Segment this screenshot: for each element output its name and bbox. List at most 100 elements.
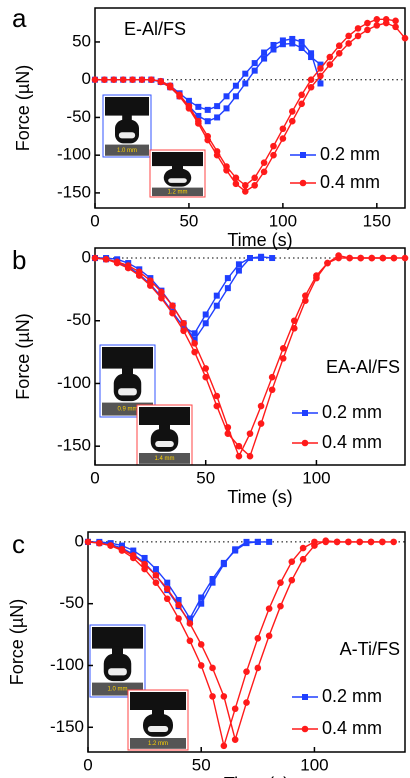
marker (401, 254, 409, 262)
marker (213, 302, 220, 309)
inset-drop (103, 653, 132, 682)
plot-frame (94, 247, 406, 466)
x-tick-label: 100 (300, 755, 328, 774)
marker (247, 255, 253, 262)
marker (279, 37, 286, 44)
marker (302, 297, 309, 304)
marker (254, 538, 261, 545)
marker (379, 538, 386, 546)
marker (135, 272, 143, 279)
inset-drop (163, 168, 192, 187)
inset: 1.2 mm (149, 149, 206, 198)
marker (261, 49, 268, 56)
marker (290, 324, 298, 332)
annotation: E-Al/FS (124, 19, 186, 39)
marker (251, 182, 258, 189)
marker (390, 538, 397, 546)
marker (298, 38, 305, 45)
legend-label: 0.2 mm (322, 402, 382, 422)
legend-label: 0.4 mm (322, 432, 382, 452)
marker (242, 182, 249, 189)
marker (191, 336, 198, 343)
marker (265, 605, 273, 612)
legend-marker (301, 725, 309, 733)
inset-drop (150, 429, 179, 452)
marker (243, 668, 250, 675)
marker (254, 664, 262, 672)
marker (299, 544, 307, 552)
marker (288, 558, 296, 565)
x-tick-label: 0 (90, 211, 99, 230)
marker (175, 601, 182, 609)
marker (270, 46, 277, 53)
y-tick-label: -50 (66, 310, 91, 329)
marker (317, 65, 324, 72)
marker (231, 705, 239, 713)
marker (141, 565, 148, 573)
marker (279, 345, 287, 352)
marker (246, 452, 254, 460)
marker (209, 693, 216, 700)
marker (289, 40, 296, 47)
marker (224, 285, 231, 292)
marker (175, 596, 182, 603)
marker (322, 537, 330, 544)
inset-scale: 1.2 mm (148, 741, 168, 747)
marker (235, 442, 243, 450)
inset-drop (113, 373, 142, 402)
marker (298, 45, 305, 51)
marker (268, 386, 276, 394)
inset-bubble (155, 441, 174, 447)
y-tick-label: 0 (82, 248, 91, 267)
marker (102, 255, 110, 263)
annotation: A-Ti/FS (340, 639, 400, 659)
marker (258, 255, 265, 262)
marker (373, 16, 381, 23)
y-tick-label: -150 (57, 436, 91, 455)
inset-neck (122, 113, 132, 122)
marker (204, 136, 212, 144)
marker (289, 35, 296, 42)
marker (326, 53, 334, 61)
marker (308, 50, 315, 57)
x-tick-label: 0 (90, 468, 99, 487)
marker (354, 32, 362, 40)
y-tick-label: 0 (82, 69, 91, 88)
y-tick-label: -100 (57, 373, 91, 392)
marker (191, 340, 198, 347)
marker (246, 430, 254, 437)
marker (382, 19, 390, 27)
x-tick-label: 100 (302, 468, 330, 487)
marker (268, 373, 276, 381)
marker (235, 261, 242, 268)
marker (129, 76, 136, 83)
marker (232, 546, 239, 553)
marker (119, 76, 127, 83)
inset-base (105, 144, 149, 156)
inset: 1.0 mm (102, 94, 152, 158)
marker (166, 83, 174, 91)
marker (191, 348, 198, 356)
marker (269, 255, 276, 262)
marker (392, 23, 399, 31)
marker (231, 736, 239, 743)
marker (265, 632, 273, 640)
marker (124, 264, 132, 272)
x-tick-label: 0 (83, 755, 92, 774)
marker (288, 108, 296, 115)
marker (107, 542, 114, 549)
x-tick-label: 100 (269, 211, 297, 230)
marker (260, 159, 268, 167)
marker (232, 82, 239, 89)
marker (232, 174, 240, 182)
x-axis-label: Time (s) (227, 487, 292, 507)
legend-marker (302, 694, 308, 700)
marker (279, 125, 287, 133)
marker (110, 76, 118, 83)
marker (224, 430, 232, 437)
marker (214, 103, 221, 110)
marker (345, 538, 352, 546)
marker (129, 552, 137, 559)
marker (243, 538, 250, 545)
marker (209, 575, 216, 582)
